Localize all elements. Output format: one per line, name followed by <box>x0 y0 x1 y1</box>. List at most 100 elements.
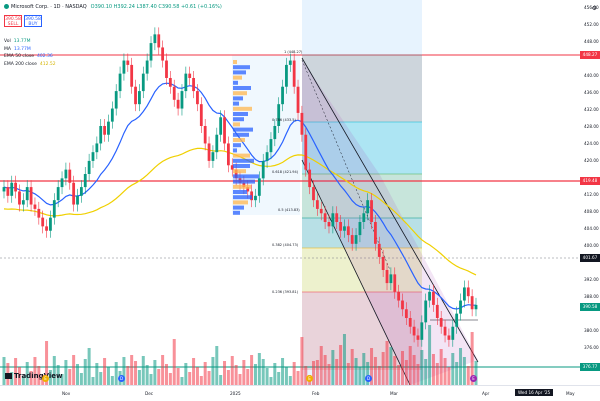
volume-profile-bar <box>233 195 252 200</box>
indicator-ma[interactable]: MA 13.77M <box>4 46 31 52</box>
candle-body <box>145 60 149 74</box>
event-marker-earnings[interactable]: E <box>306 375 313 382</box>
symbol-title[interactable]: Microsoft Corp. · 1D · NASDAQ O390.10 H39… <box>4 4 222 10</box>
candle-body <box>83 173 87 188</box>
tradingview-icon <box>5 373 12 379</box>
candle-body <box>45 226 48 231</box>
candle-body <box>41 217 45 227</box>
volume-bar <box>292 362 296 385</box>
candle-body <box>76 195 79 205</box>
candle-body <box>87 160 91 174</box>
volume-profile-bar <box>233 65 250 70</box>
volume-bar <box>354 358 358 385</box>
event-marker-dividend[interactable]: D <box>118 375 125 382</box>
volume-profile-bar <box>233 210 240 215</box>
candle-body <box>269 139 273 153</box>
volume-profile-bar <box>233 205 244 210</box>
time-axis[interactable]: Nov Dec 2025 Feb Mar Apr May Wed 16 Apr … <box>0 385 600 401</box>
candle-body <box>161 47 165 61</box>
sell-button[interactable]: 390.58 SELL <box>4 15 22 27</box>
volume-profile-bar <box>233 184 251 189</box>
volume-profile-bar <box>233 86 251 90</box>
candle-body <box>346 226 350 236</box>
volume-bar <box>428 325 432 385</box>
volume-bar <box>265 368 269 385</box>
candle-body <box>474 304 478 310</box>
candle-body <box>323 213 327 222</box>
candle-body <box>432 291 435 305</box>
price-tick: 440.00 <box>584 73 599 78</box>
candle-body <box>138 91 141 105</box>
volume-bar <box>99 372 103 385</box>
candle-body <box>327 221 331 227</box>
candle-body <box>37 208 41 218</box>
candle-body <box>447 335 451 340</box>
candle-body <box>10 182 14 196</box>
price-tick: 424.00 <box>584 141 599 146</box>
volume-bar <box>153 360 157 385</box>
volume-bar <box>439 349 443 385</box>
candle-body <box>466 287 470 297</box>
event-marker-earnings[interactable]: E <box>42 375 49 382</box>
volume-bar <box>253 364 257 385</box>
event-marker-dividend[interactable]: D <box>365 375 372 382</box>
price-chart[interactable] <box>0 0 580 385</box>
candle-body <box>33 204 37 209</box>
volume-bar <box>2 357 6 385</box>
candle-body <box>168 77 172 87</box>
symbol-logo-icon <box>4 4 9 9</box>
candle-body <box>223 117 226 144</box>
trade-buttons: 390.58 SELL 390.58 BUY <box>4 15 42 27</box>
price-tick: 432.00 <box>584 107 599 112</box>
volume-bar <box>211 357 215 385</box>
volume-bar <box>226 370 230 385</box>
channel-upper-line[interactable] <box>301 57 479 363</box>
candle-body <box>308 169 312 188</box>
candle-body <box>304 134 308 170</box>
indicator-ema200[interactable]: EMA 200 close 412.52 <box>4 61 56 67</box>
volume-bar <box>215 346 219 385</box>
volume-bar <box>33 357 37 385</box>
volume-bar <box>408 346 412 385</box>
event-marker-flag[interactable]: E <box>470 375 477 382</box>
candle-body <box>207 143 211 161</box>
volume-profile-bar <box>233 70 246 75</box>
volume-bar <box>68 369 72 385</box>
candle-body <box>184 73 188 92</box>
price-tick: 412.00 <box>584 192 599 197</box>
volume-bar <box>362 353 366 385</box>
candle-body <box>95 143 99 153</box>
price-tick: 392.00 <box>584 277 599 282</box>
volume-bar <box>346 363 350 385</box>
volume-bar <box>400 351 404 385</box>
volume-bar <box>281 358 285 385</box>
volume-bar <box>122 357 126 385</box>
volume-bar <box>223 361 227 385</box>
price-tick: 452.00 <box>584 22 599 27</box>
volume-bar <box>188 372 192 385</box>
volume-bar <box>195 367 199 385</box>
candle-body <box>408 317 412 327</box>
volume-bar <box>145 365 149 385</box>
buy-button[interactable]: 390.58 BUY <box>24 15 42 27</box>
candle-body <box>339 221 342 231</box>
price-axis[interactable]: 456.00 452.00 448.00 440.00 436.00 432.0… <box>580 0 600 385</box>
indicator-ema50[interactable]: EMA 50 close 402.36 <box>4 54 53 59</box>
volume-bar <box>470 332 474 385</box>
candle-body <box>393 274 397 292</box>
candle-body <box>362 213 366 222</box>
fib-label-05: 0.5 (413.83) <box>278 208 300 212</box>
volume-profile-bar <box>233 148 237 153</box>
volume-profile-bar <box>233 143 241 148</box>
volume-profile-bar <box>233 138 245 142</box>
volume-bar <box>358 367 362 385</box>
tradingview-logo[interactable]: TradingView <box>5 372 63 380</box>
candle-body <box>60 178 64 188</box>
candle-body <box>52 200 56 218</box>
candle-body <box>288 60 292 65</box>
indicator-volume[interactable]: Vol 13.77M <box>4 39 31 44</box>
fib-zone-1 <box>302 55 422 122</box>
settings-icon[interactable]: ⚙ <box>591 5 597 12</box>
volume-bar <box>141 356 145 385</box>
time-tick: Feb <box>312 391 320 396</box>
